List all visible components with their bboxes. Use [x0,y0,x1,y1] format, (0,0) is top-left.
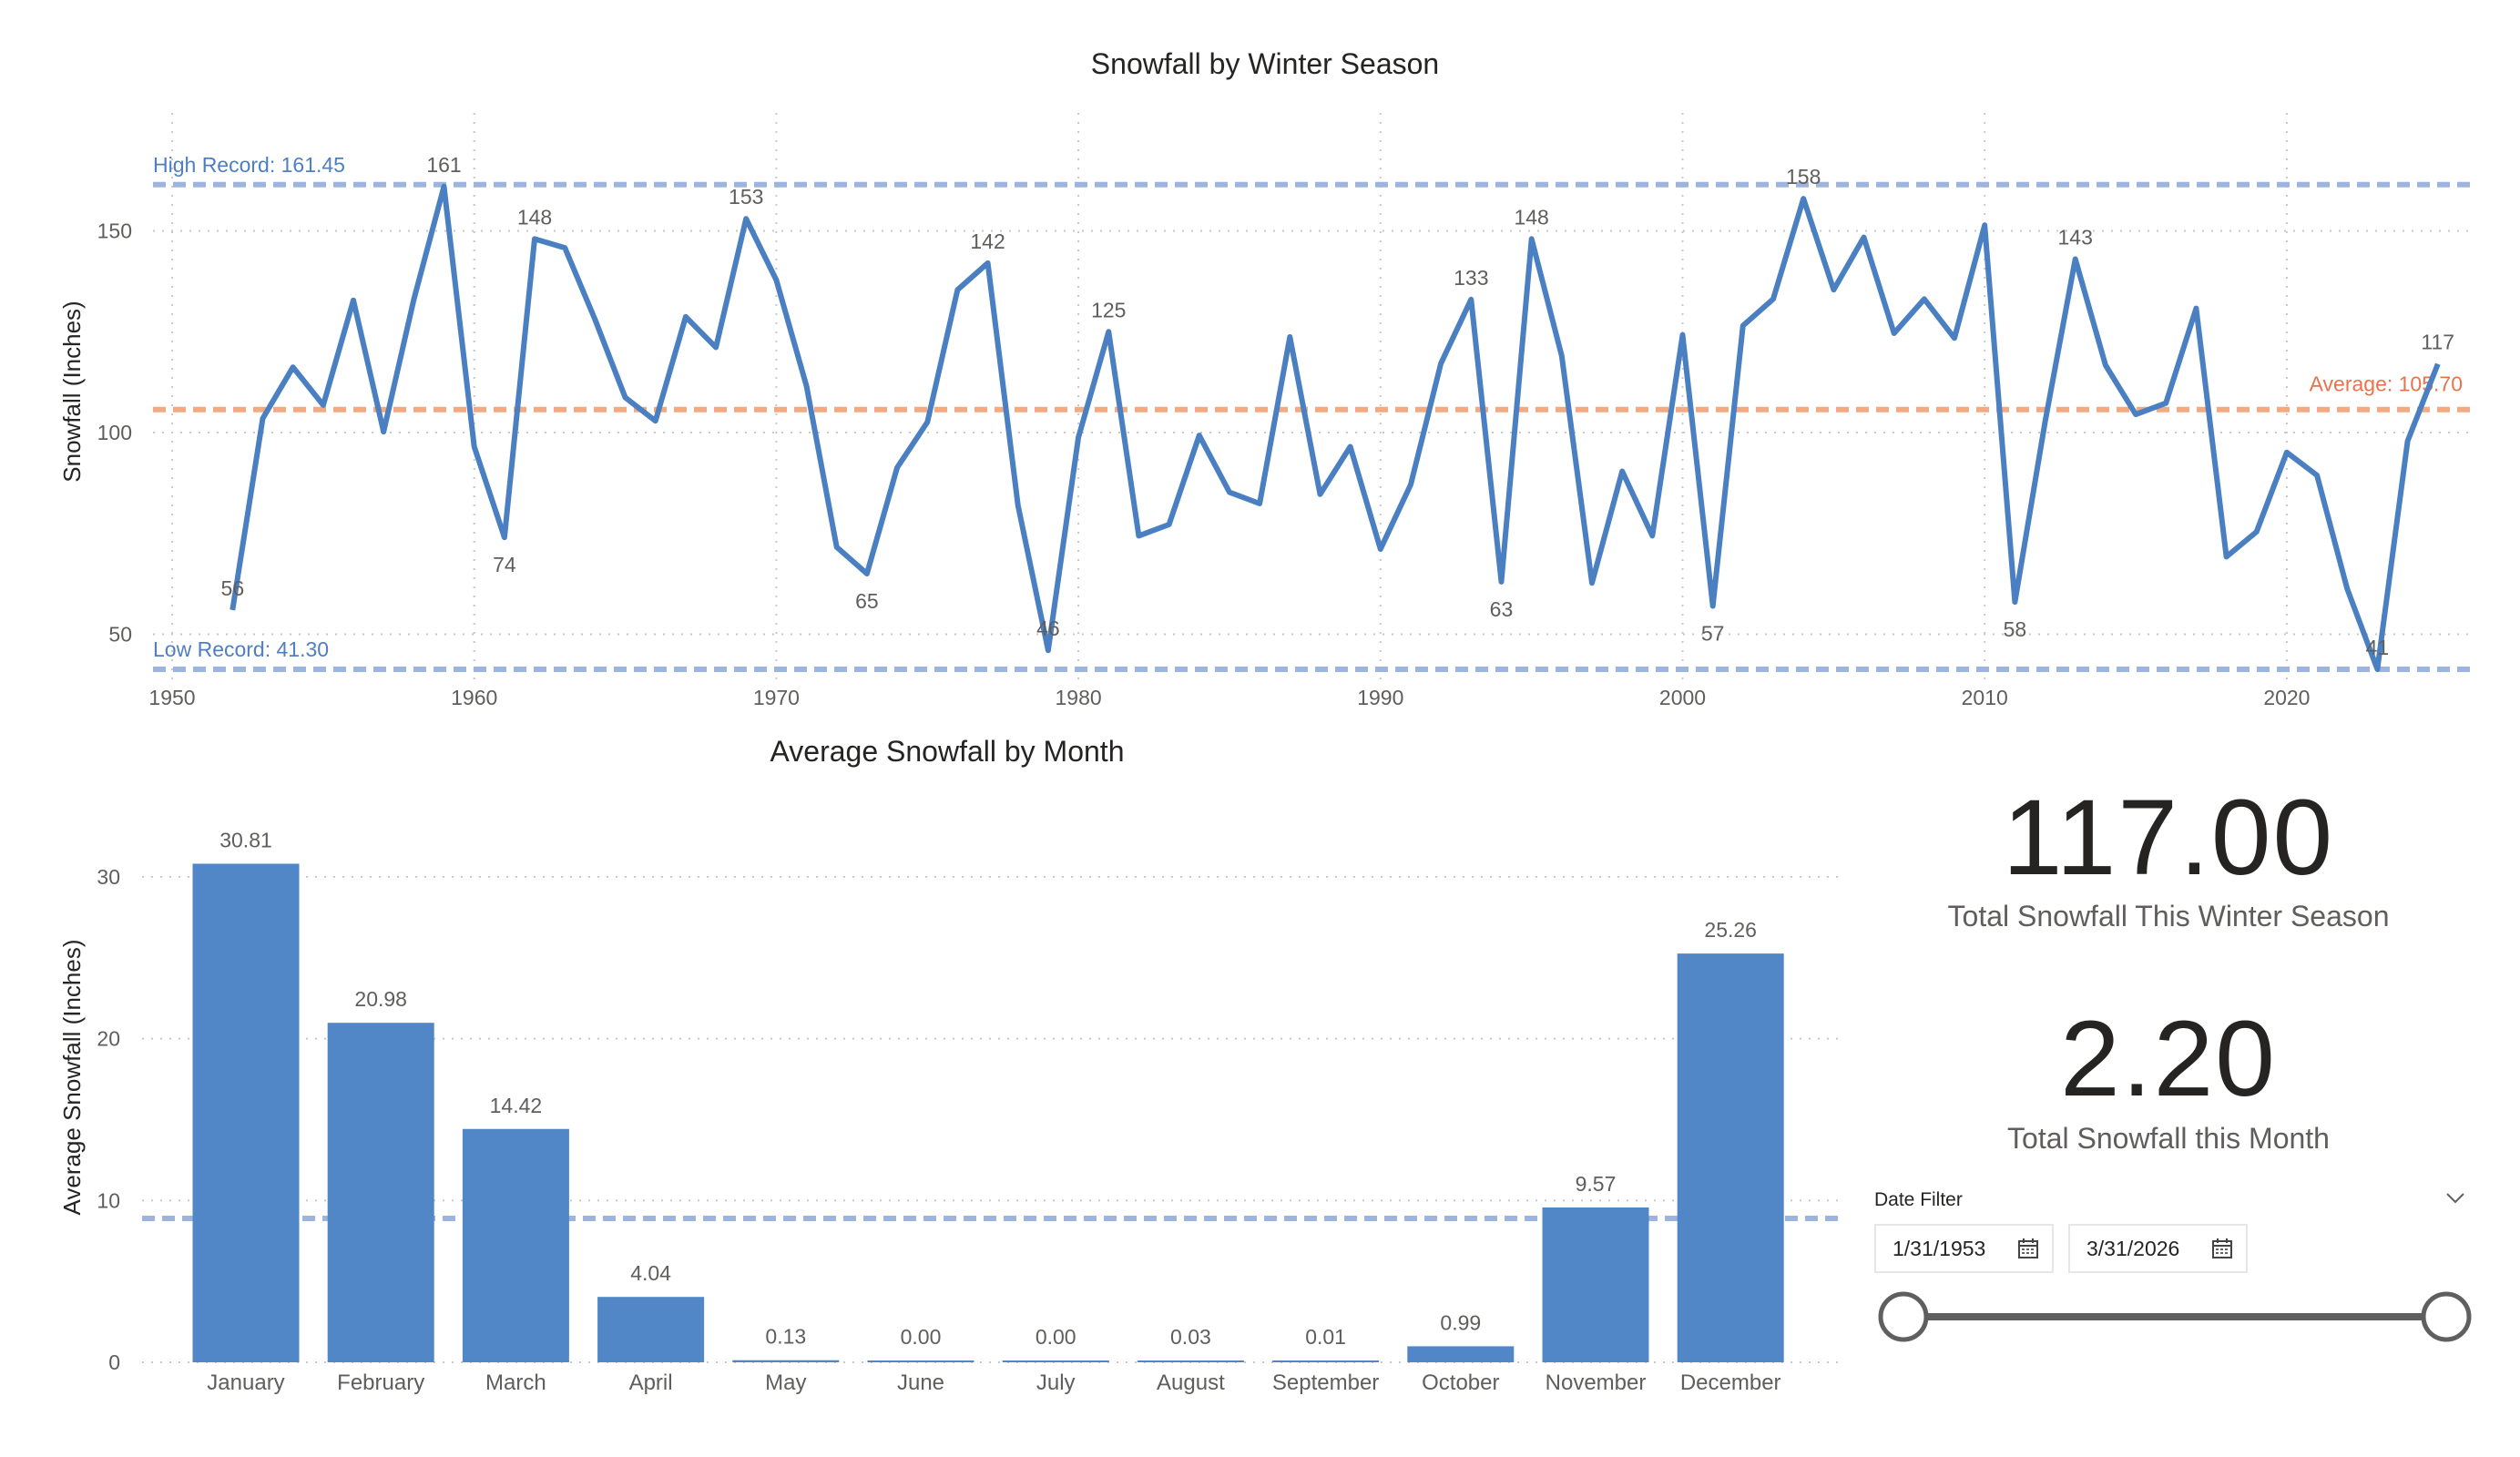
data-label: 0.03 [1170,1325,1211,1349]
bar-june [867,1360,974,1362]
x-tick-label: 1970 [753,686,800,709]
reference-label-average: Average: 105.70 [2310,372,2463,396]
data-label: 148 [517,205,552,229]
bar-january [192,863,300,1362]
data-label: 158 [1786,165,1821,188]
data-label: 0.13 [765,1325,806,1349]
slider-end-handle[interactable] [2421,1291,2472,1342]
data-label: 153 [729,185,763,209]
data-label: 25.26 [1704,918,1757,942]
bar-chart-title: Average Snowfall by Month [770,735,1125,768]
line-chart: 50 100 150 1950 1960 1970 1980 1990 2000 2010 2020… [58,113,2472,709]
x-tick-label: March [485,1370,546,1395]
data-label: 117 [2421,331,2454,354]
y-tick-label: 20 [97,1027,120,1051]
start-date-value: 1/31/1953 [1893,1236,1986,1260]
data-label: 4.04 [630,1261,671,1285]
kpi-season-total-value: 117.00 [2002,778,2335,898]
x-tick-label: 1980 [1056,686,1102,709]
data-label: 161 [426,153,461,177]
slider-start-handle[interactable] [1878,1291,1929,1342]
x-tick-label: January [207,1370,284,1395]
data-label: 0.00 [1036,1325,1076,1349]
data-label: 14.42 [490,1094,543,1117]
x-tick-label: December [1680,1370,1781,1395]
data-label: 148 [1514,205,1548,229]
chevron-down-icon[interactable] [2444,1191,2466,1206]
y-tick-label: 30 [97,865,120,889]
bar-august [1137,1360,1244,1362]
x-tick-label: 1960 [451,686,497,709]
kpi-month-total-label: Total Snowfall this Month [2007,1122,2330,1155]
data-label: 0.99 [1440,1310,1481,1334]
kpi-season-total-label: Total Snowfall This Winter Season [1947,900,2390,932]
reference-label-high: High Record: 161.45 [153,153,345,177]
data-label: 56 [221,576,245,600]
x-tick-label: August [1157,1370,1225,1395]
bar-april [597,1297,705,1362]
date-filter-slicer: Date Filter 1/31/1953 3/31/2026 [1872,1184,2474,1348]
x-tick-label: November [1546,1370,1647,1395]
calendar-icon[interactable] [2211,1238,2233,1259]
x-tick-label: May [765,1370,806,1395]
x-tick-label: 1950 [148,686,195,709]
y-axis-title: Snowfall (Inches) [58,301,86,482]
y-axis-title: Average Snowfall (Inches) [58,939,86,1215]
y-tick-label: 100 [97,421,132,444]
data-label: 0.01 [1305,1325,1346,1349]
x-tick-label: 1990 [1357,686,1403,709]
data-label: 143 [2058,226,2093,250]
kpi-month-total-value: 2.20 [2060,999,2277,1119]
end-date-value: 3/31/2026 [2086,1236,2180,1260]
x-tick-label: October [1422,1370,1499,1395]
data-label: 58 [2004,617,2027,641]
data-label: 0.00 [901,1325,942,1349]
data-label: 30.81 [219,829,272,852]
x-tick-label: 2000 [1659,686,1706,709]
x-tick-label: 2010 [1962,686,2008,709]
y-tick-label: 10 [97,1188,120,1212]
data-label: 20.98 [354,987,407,1011]
data-label: 125 [1091,298,1126,321]
x-tick-label: June [897,1370,944,1395]
calendar-icon[interactable] [2017,1238,2039,1259]
bar-july [1002,1360,1109,1362]
x-tick-label: February [337,1370,424,1395]
data-label: 57 [1701,621,1725,645]
data-label: 133 [1454,266,1488,290]
x-tick-label: 2020 [2263,686,2310,709]
bar-december [1677,953,1784,1362]
y-tick-label: 50 [108,623,132,647]
x-tick-label: July [1036,1370,1076,1395]
y-tick-label: 0 [108,1350,120,1374]
start-date-input[interactable]: 1/31/1953 [1874,1224,2054,1273]
snowfall-series-line [230,183,2441,672]
data-label: 142 [970,229,1005,253]
x-tick-label: September [1272,1370,1379,1395]
date-filter-label: Date Filter [1874,1189,1963,1210]
bar-february [327,1023,434,1362]
y-tick-label: 150 [97,219,132,243]
end-date-input[interactable]: 3/31/2026 [2068,1224,2248,1273]
bar-march [462,1128,569,1362]
date-range-slider[interactable] [1872,1289,2474,1345]
data-label: 65 [855,589,879,613]
data-label: 46 [1036,616,1060,640]
line-chart-title: Snowfall by Winter Season [1090,47,1440,80]
bar-chart: 0 10 20 30 Average Snowfall (Inches) 30.81 Jan… [58,829,1842,1395]
bar-november [1542,1207,1649,1362]
data-label: 41 [2366,636,2390,659]
bar-may [732,1360,840,1362]
data-label: 63 [1490,597,1514,621]
bar-october [1407,1346,1515,1362]
data-label: 9.57 [1576,1172,1617,1196]
bar-september [1272,1360,1380,1362]
x-tick-label: April [629,1370,673,1395]
reference-label-low: Low Record: 41.30 [153,637,329,661]
data-label: 74 [493,553,516,576]
